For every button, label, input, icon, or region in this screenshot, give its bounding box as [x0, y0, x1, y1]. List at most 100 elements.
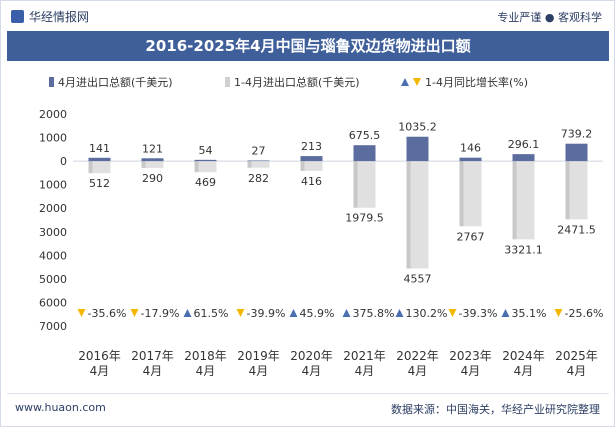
tagline: 专业严谨 ● 客观科学	[497, 11, 602, 24]
bar-cumulative	[459, 161, 464, 227]
legend-swatch-monthly	[49, 77, 54, 87]
x-tick-label: 2025年	[555, 349, 598, 363]
bar-monthly	[459, 157, 482, 162]
growth-up-icon	[289, 309, 298, 317]
bar-cumulative-label: 416	[301, 175, 322, 188]
bar-cumulative-shade	[304, 161, 323, 171]
brand-logo-icon	[11, 10, 24, 23]
bar-monthly-label: 675.5	[349, 129, 381, 142]
growth-up-icon	[501, 309, 510, 317]
bar-cumulative	[512, 161, 517, 240]
bar-cumulative-label: 290	[142, 172, 163, 185]
legend-marker-up-icon	[401, 78, 409, 86]
footer-divider	[7, 393, 609, 394]
bar-cumulative-label: 512	[89, 177, 110, 190]
growth-down-icon	[236, 309, 245, 317]
y-tick-label: 3000	[39, 226, 67, 239]
x-tick-label: 2019年	[237, 349, 280, 363]
x-tick-label: 4月	[355, 364, 375, 378]
chart-title: 2016-2025年4月中国与瑙鲁双边货物进出口额	[7, 31, 609, 61]
y-tick-label: 0	[60, 155, 67, 168]
x-tick-label: 4月	[461, 364, 481, 378]
growth-label: -35.6%	[88, 307, 127, 320]
bar-cumulative	[247, 161, 252, 168]
bar-cumulative	[194, 161, 199, 173]
x-tick-label: 4月	[196, 364, 216, 378]
x-tick-label: 2021年	[343, 349, 386, 363]
y-tick-label: 5000	[39, 273, 67, 286]
bar-monthly	[353, 145, 376, 162]
growth-label: 61.5%	[194, 307, 229, 320]
y-tick-label: 6000	[39, 296, 67, 309]
bar-monthly	[194, 159, 217, 162]
bar-monthly-label: 54	[199, 144, 213, 157]
growth-up-icon	[183, 309, 192, 317]
bar-monthly-label: 296.1	[508, 138, 540, 151]
bar-cumulative-shade	[198, 161, 217, 173]
bar-monthly	[565, 143, 588, 162]
growth-label: -25.6%	[565, 307, 604, 320]
growth-label: 130.2%	[406, 307, 448, 320]
x-tick-label: 2016年	[78, 349, 121, 363]
legend-label: 4月进出口总额(千美元)	[58, 75, 173, 89]
bar-monthly-label: 739.2	[561, 128, 593, 141]
growth-label: 375.8%	[353, 307, 395, 320]
bar-cumulative-label: 469	[195, 176, 216, 189]
bar-cumulative	[406, 161, 411, 269]
bar-monthly-label: 146	[460, 142, 481, 155]
x-tick-label: 2024年	[502, 349, 545, 363]
growth-down-icon	[554, 309, 563, 317]
legend-label: 1-4月同比增长率(%)	[425, 75, 528, 89]
growth-label: -17.9%	[141, 307, 180, 320]
bar-cumulative-shade	[251, 161, 270, 168]
x-tick-label: 2022年	[396, 349, 439, 363]
bar-monthly-label: 213	[301, 140, 322, 153]
growth-label: -39.3%	[459, 307, 498, 320]
y-tick-label: 4000	[39, 249, 67, 262]
bar-cumulative-shade	[92, 161, 111, 174]
growth-down-icon	[448, 309, 457, 317]
bar-cumulative	[565, 161, 570, 220]
bar-cumulative-label: 3321.1	[504, 243, 543, 256]
y-tick-label: 7000	[39, 320, 67, 333]
x-tick-label: 4月	[90, 364, 110, 378]
footer-source: 数据来源：中国海关，华经产业研究院整理	[391, 403, 600, 416]
bar-cumulative-shade	[463, 161, 482, 227]
bar-monthly	[141, 158, 164, 162]
bar-cumulative-shade	[357, 161, 376, 208]
bar-cumulative-label: 1979.5	[345, 212, 384, 225]
bar-cumulative-shade	[516, 161, 535, 240]
bar-monthly	[88, 157, 111, 162]
x-tick-label: 2023年	[449, 349, 492, 363]
y-tick-label: 2000	[39, 108, 67, 121]
bar-monthly	[247, 160, 270, 162]
bar-monthly-label: 121	[142, 142, 163, 155]
bar-monthly	[512, 154, 535, 162]
x-tick-label: 2020年	[290, 349, 333, 363]
x-tick-label: 2018年	[184, 349, 227, 363]
bar-monthly-label: 141	[89, 142, 110, 155]
bar-cumulative-shade	[145, 161, 164, 168]
bar-monthly	[406, 136, 429, 162]
growth-label: 45.9%	[300, 307, 335, 320]
y-tick-label: 1000	[39, 179, 67, 192]
bar-monthly-label: 27	[252, 144, 266, 157]
x-tick-label: 4月	[143, 364, 163, 378]
bar-monthly	[300, 156, 323, 162]
y-tick-label: 1000	[39, 132, 67, 145]
bar-cumulative-label: 282	[248, 172, 269, 185]
bar-monthly-label: 1035.2	[398, 121, 437, 134]
x-tick-label: 4月	[514, 364, 534, 378]
footer-url[interactable]: www.huaon.com	[15, 401, 106, 414]
bar-cumulative	[300, 161, 305, 171]
bar-cumulative-shade	[410, 161, 429, 269]
bar-cumulative-label: 2471.5	[557, 223, 596, 236]
growth-up-icon	[342, 309, 351, 317]
x-tick-label: 4月	[302, 364, 322, 378]
bar-cumulative-shade	[569, 161, 588, 220]
bar-cumulative	[353, 161, 358, 208]
legend-label: 1-4月进出口总额(千美元)	[234, 75, 360, 89]
growth-label: -39.9%	[247, 307, 286, 320]
